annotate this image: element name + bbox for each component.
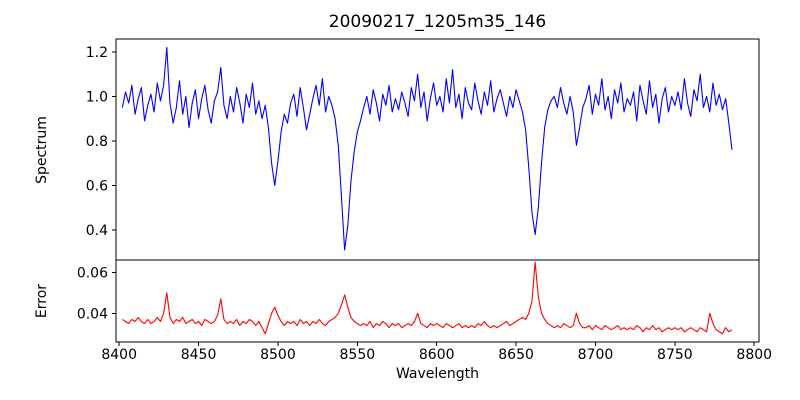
chart-title: 20090217_1205m35_146 — [328, 12, 547, 32]
spectrum-plot-area — [115, 38, 760, 261]
spectrum-y-tick-label: 1.2 — [86, 45, 108, 61]
x-tick-label: 8550 — [340, 347, 376, 363]
x-tick-label: 8500 — [260, 347, 296, 363]
x-tick-label: 8600 — [419, 347, 455, 363]
spectrum-y-tick-label: 0.8 — [86, 134, 108, 150]
x-tick-label: 8650 — [498, 347, 534, 363]
spectrum-line — [121, 46, 733, 251]
x-tick-label: 8800 — [736, 347, 772, 363]
spectrum-y-tick-label: 0.4 — [86, 223, 108, 239]
x-tick-label: 8750 — [657, 347, 693, 363]
error-y-tick-label: 0.04 — [77, 306, 108, 322]
error-y-tick-label: 0.06 — [77, 265, 108, 281]
spectrum-y-tick-label: 0.6 — [86, 178, 108, 194]
error-line — [122, 261, 733, 335]
x-axis-label: Wavelength — [395, 366, 480, 382]
x-tick-label: 8700 — [578, 347, 614, 363]
spectrum-y-tick-label: 1.0 — [86, 89, 108, 105]
x-tick-label: 8400 — [101, 347, 137, 363]
error-plot-area — [115, 259, 760, 343]
x-tick-label: 8450 — [181, 347, 217, 363]
